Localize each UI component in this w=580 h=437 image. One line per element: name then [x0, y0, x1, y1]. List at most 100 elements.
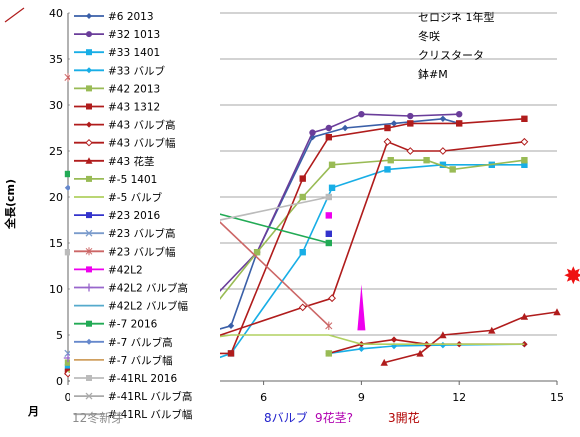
y-tick-label: 15 [49, 237, 63, 250]
data-point [86, 212, 92, 219]
data-point [439, 115, 447, 122]
data-point [86, 103, 92, 110]
data-point [384, 124, 391, 132]
data-point [390, 120, 398, 127]
data-point [325, 134, 332, 141]
bloom-burst-marker [564, 266, 580, 285]
legend-label: #-41RL バルブ高 [108, 390, 192, 403]
data-point [387, 157, 394, 164]
data-point [86, 338, 92, 345]
data-point [456, 111, 463, 118]
legend-label: #-7 バルブ幅 [108, 354, 173, 367]
data-point [64, 170, 72, 178]
y-tick-label: 30 [49, 99, 63, 112]
data-point [86, 31, 92, 38]
data-point [521, 161, 528, 168]
data-point [325, 124, 332, 132]
data-point [439, 341, 447, 349]
data-point [325, 212, 332, 219]
data-point [520, 312, 529, 320]
x-tick-label: 6 [260, 391, 267, 404]
data-point [520, 137, 529, 146]
series--43- [380, 308, 561, 366]
legend-label: #43 バルブ高 [108, 119, 176, 132]
data-point [86, 266, 92, 273]
chart-note: 鉢#M [418, 67, 448, 81]
legend-label: #43 花茎 [108, 155, 155, 168]
y-axis-label: 全長(cm) [3, 179, 17, 230]
y-tick-label: 25 [49, 145, 63, 158]
data-point [85, 247, 93, 256]
x-tick-label: 0 [65, 391, 72, 404]
data-point [407, 112, 414, 120]
legend-label: #-7 2016 [108, 319, 158, 331]
data-point [328, 184, 336, 191]
data-point [553, 308, 561, 316]
legend-label: #-5 バルブ [108, 191, 163, 204]
data-point [325, 239, 332, 247]
data-point [407, 120, 414, 127]
data-point [86, 121, 92, 128]
legend-label: #42L2 [108, 264, 143, 276]
chart-note: セロジネ 1年型 [418, 10, 495, 24]
data-point [86, 175, 92, 182]
legend-label: #42 2013 [108, 83, 160, 95]
bottom-note: 12冬新芽 [72, 410, 123, 425]
data-point [325, 230, 332, 237]
x-tick-label: 15 [550, 391, 564, 404]
legend-label: #6 2013 [108, 11, 154, 23]
data-point [384, 166, 391, 173]
data-point [85, 392, 93, 400]
legend-box [70, 8, 220, 437]
data-point [299, 193, 306, 201]
data-point [358, 345, 365, 352]
data-point [406, 147, 415, 155]
data-point [439, 161, 447, 168]
series--42l2 [325, 212, 332, 219]
data-point [85, 229, 93, 237]
chart-note: クリスタータ [418, 49, 484, 62]
y-tick-label: 10 [49, 283, 63, 296]
data-point [64, 359, 72, 366]
data-point [488, 326, 496, 334]
data-point [341, 124, 349, 132]
x-tick-label: 9 [358, 391, 365, 404]
data-point [86, 49, 92, 56]
data-point [416, 349, 424, 357]
legend-label: #33 1401 [108, 47, 160, 59]
bottom-notes: 12冬新芽 8バルブ 9花茎? 3開花 [72, 410, 420, 425]
legend-label: #23 2016 [108, 210, 161, 222]
flower-stalk-spike [357, 284, 366, 331]
data-point [325, 321, 333, 330]
series--43- [325, 336, 528, 357]
y-tick-label: 40 [49, 7, 63, 20]
y-tick-label: 35 [49, 53, 63, 66]
legend-label: #33 バルブ [108, 64, 165, 77]
legend-label: #-41RL バルブ幅 [108, 408, 192, 421]
legend-label: #-5 1401 [108, 174, 157, 186]
data-point [521, 157, 528, 164]
data-point [253, 249, 261, 256]
annotations [357, 266, 580, 331]
bottom-note: 9花茎? [315, 410, 353, 425]
bottom-note: 8バルブ [264, 410, 308, 425]
legend-label: #42L2 バルブ幅 [108, 300, 188, 313]
chart-note: 冬咲 [418, 29, 440, 43]
data-point-stroke [85, 229, 93, 237]
y-tick-label: 0 [56, 375, 63, 388]
data-point [456, 120, 463, 127]
data-point [86, 320, 92, 327]
legend-label: #43 1312 [108, 102, 160, 114]
data-point [64, 184, 72, 191]
data-point [86, 67, 92, 74]
series-line [384, 311, 558, 364]
data-point [298, 303, 307, 312]
legend-label: #23 バルブ幅 [108, 245, 176, 258]
data-point [85, 157, 93, 164]
data-point [521, 115, 528, 122]
data-point [227, 350, 235, 357]
legend: #6 2013 #32 1013 #33 1401 #33 バルブ #42 2013 #4… [70, 8, 220, 437]
data-point [86, 375, 92, 381]
data-point [328, 161, 336, 168]
